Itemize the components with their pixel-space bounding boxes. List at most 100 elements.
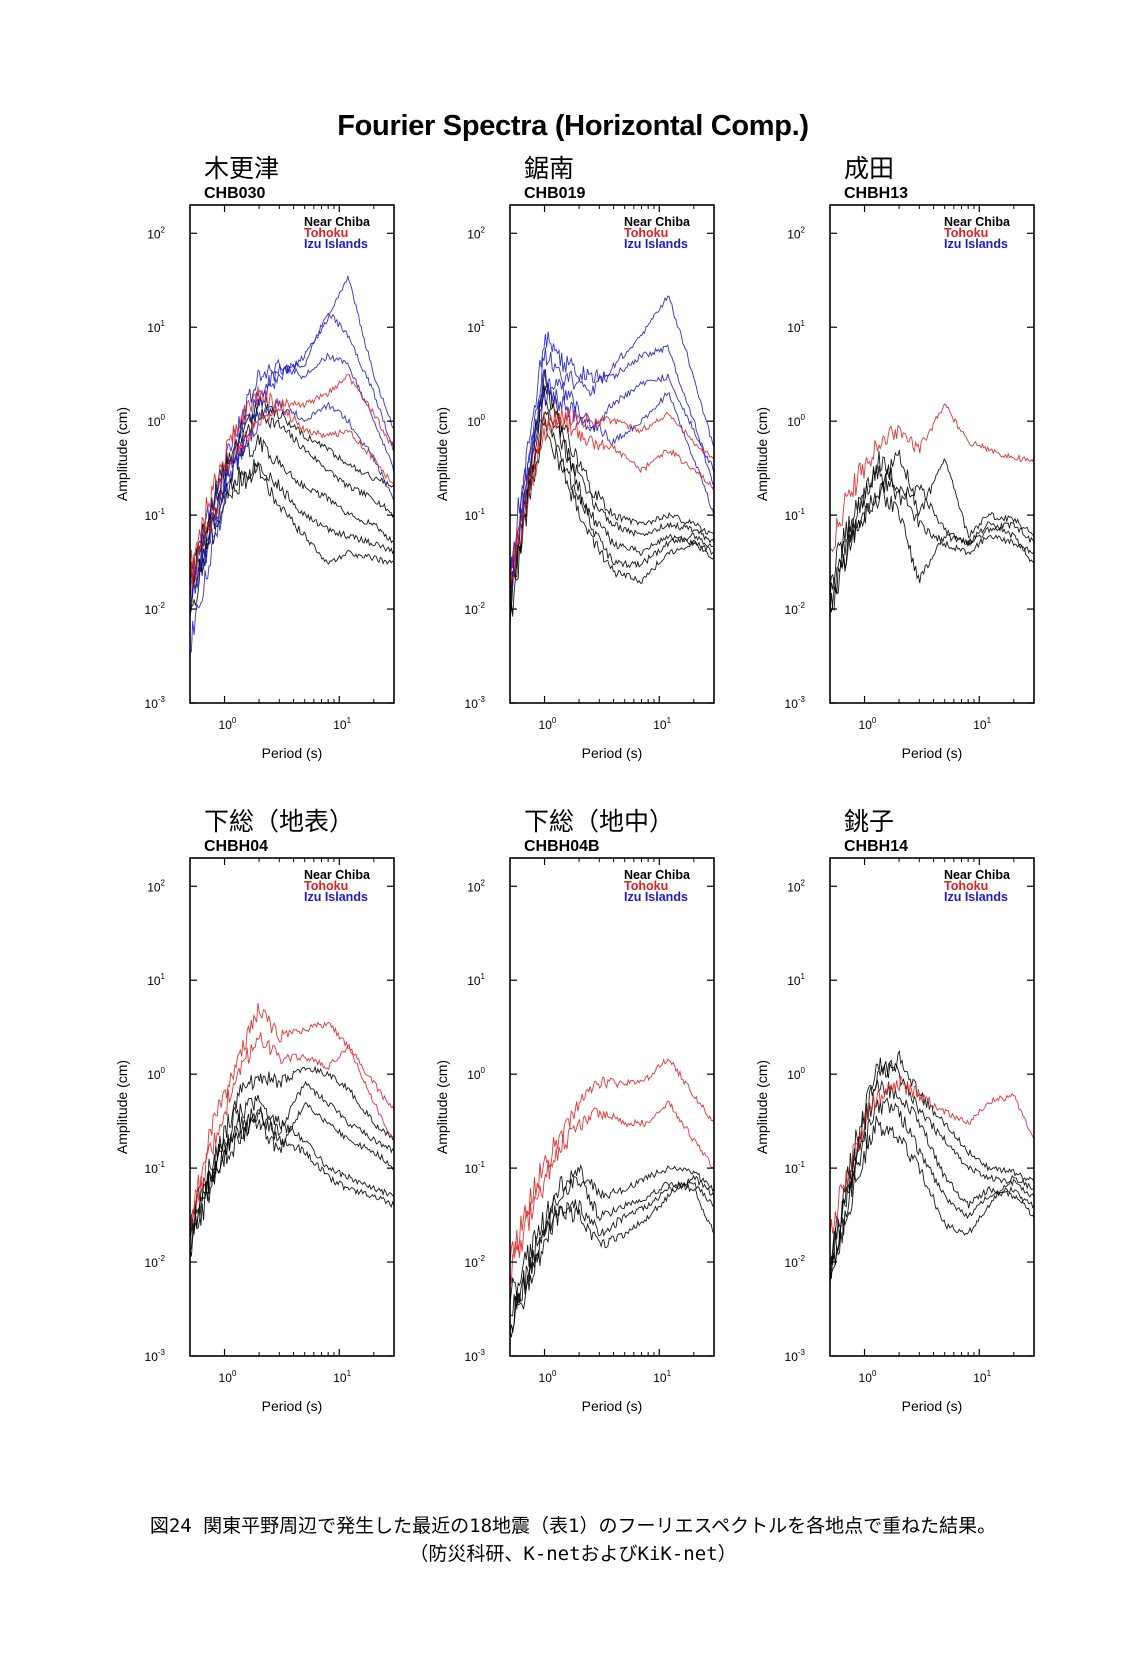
legend-entry-tohoku: Tohoku [624, 879, 668, 893]
plot-frame [189, 857, 395, 1357]
spectrum-chart-chb030: 10-3 10-2 10-1 100 101 102 100 101 Period (s) Amp… [114, 204, 395, 761]
caption-line-1: 図24 関東平野周辺で発生した最近の18地震（表1）のフーリエスペクトルを各地点… [149, 1515, 997, 1537]
x-axis-label: Period (s) [262, 745, 323, 761]
plot-frame [509, 857, 715, 1357]
y-tick-label: 101 [147, 972, 165, 988]
series-line-tohoku [190, 1032, 394, 1229]
x-tick-label: 101 [653, 716, 671, 732]
y-tick-label: 100 [787, 1066, 805, 1082]
site-name: 鋸南 [524, 154, 575, 183]
site-name: 下総（地表） [204, 807, 355, 836]
series-group [510, 295, 714, 626]
legend-entry-tohoku: Tohoku [304, 879, 348, 893]
y-tick-label: 10-3 [145, 695, 166, 711]
legend-entry-izu-islands: Izu Islands [944, 890, 1008, 904]
y-tick-label: 100 [467, 1066, 485, 1082]
series-line-izu-islands [510, 373, 714, 587]
station-code: CHBH04 [204, 838, 269, 855]
x-tick-label: 100 [219, 716, 237, 732]
series-line-near-chiba [510, 1181, 714, 1338]
legend-entry-izu-islands: Izu Islands [624, 237, 688, 251]
station-code: CHB030 [204, 185, 266, 202]
y-tick-label: 10-3 [145, 1348, 166, 1364]
site-name: 成田 [844, 154, 895, 183]
y-tick-label: 10-3 [785, 1348, 806, 1364]
series-line-near-chiba [510, 384, 714, 600]
legend-entry-tohoku: Tohoku [304, 226, 348, 240]
legend-entry-near-chiba: Near Chiba [624, 215, 691, 229]
spectrum-chart-chbh14: 10-3 10-2 10-1 100 101 102 100 101 Period (s) Amp… [754, 857, 1035, 1414]
y-tick-label: 101 [467, 972, 485, 988]
series-line-izu-islands [190, 312, 394, 617]
series-line-near-chiba [510, 384, 714, 617]
plot-frame [829, 204, 1035, 704]
series-line-near-chiba [190, 1080, 394, 1239]
series-group [510, 1058, 714, 1338]
plot-frame [189, 204, 395, 704]
figure-caption: 図24 関東平野周辺で発生した最近の18地震（表1）のフーリエスペクトルを各地点… [0, 1512, 1146, 1568]
legend-entry-izu-islands: Izu Islands [944, 237, 1008, 251]
y-tick-label: 100 [147, 1066, 165, 1082]
y-tick-label: 102 [787, 225, 805, 241]
legend-entry-tohoku: Tohoku [944, 226, 988, 240]
y-tick-label: 10-1 [785, 507, 806, 523]
site-name: 下総（地中） [524, 807, 675, 836]
y-tick-label: 102 [147, 878, 165, 894]
series-line-near-chiba [830, 1097, 1034, 1286]
y-tick-label: 10-3 [465, 695, 486, 711]
legend-entry-near-chiba: Near Chiba [624, 868, 691, 882]
site-name: 木更津 [204, 154, 280, 183]
legend-entry-izu-islands: Izu Islands [624, 890, 688, 904]
series-line-near-chiba [510, 1175, 714, 1333]
y-tick-label: 102 [147, 225, 165, 241]
station-code: CHBH13 [844, 185, 909, 202]
y-tick-label: 100 [787, 413, 805, 429]
y-tick-label: 10-2 [465, 1254, 486, 1270]
x-tick-label: 100 [219, 1369, 237, 1385]
legend-entry-near-chiba: Near Chiba [944, 215, 1011, 229]
series-line-izu-islands [510, 331, 714, 571]
legend-entry-tohoku: Tohoku [944, 879, 988, 893]
page-title: Fourier Spectra (Horizontal Comp.) [337, 110, 809, 142]
y-tick-label: 10-2 [785, 1254, 806, 1270]
series-line-izu-islands [510, 295, 714, 588]
spectrum-chart-chbh04: 10-3 10-2 10-1 100 101 102 100 101 Period (s) Amp… [114, 857, 395, 1414]
y-tick-label: 100 [147, 413, 165, 429]
y-axis-label: Amplitude (cm) [434, 407, 450, 501]
series-line-near-chiba [510, 1174, 714, 1317]
series-line-tohoku [510, 411, 714, 599]
y-tick-label: 10-3 [785, 695, 806, 711]
y-tick-label: 101 [467, 319, 485, 335]
y-axis-label: Amplitude (cm) [754, 1060, 770, 1154]
y-tick-label: 102 [787, 878, 805, 894]
series-line-near-chiba [190, 397, 394, 589]
series-line-near-chiba [830, 1115, 1034, 1279]
series-line-near-chiba [830, 451, 1034, 599]
plot-frame [509, 204, 715, 704]
y-tick-label: 10-2 [145, 601, 166, 617]
station-code: CHBH04B [524, 838, 600, 855]
y-tick-label: 102 [467, 878, 485, 894]
x-tick-label: 100 [859, 716, 877, 732]
spectrum-chart-chbh04b: 10-3 10-2 10-1 100 101 102 100 101 Period (s) Amp… [434, 857, 715, 1414]
x-tick-label: 101 [333, 1369, 351, 1385]
series-line-near-chiba [830, 482, 1034, 615]
x-tick-label: 100 [539, 1369, 557, 1385]
x-axis-label: Period (s) [902, 1398, 963, 1414]
series-line-near-chiba [830, 449, 1034, 613]
y-tick-label: 101 [787, 319, 805, 335]
y-tick-label: 101 [787, 972, 805, 988]
series-line-tohoku [510, 1058, 714, 1266]
series-line-near-chiba [830, 1079, 1034, 1279]
y-tick-label: 10-3 [465, 1348, 486, 1364]
y-tick-label: 10-2 [145, 1254, 166, 1270]
x-tick-label: 101 [333, 716, 351, 732]
x-axis-label: Period (s) [582, 1398, 643, 1414]
series-line-izu-islands [190, 275, 394, 655]
series-line-tohoku [510, 1100, 714, 1284]
series-line-near-chiba [510, 1163, 714, 1303]
series-line-near-chiba [190, 1102, 394, 1230]
x-axis-label: Period (s) [582, 745, 643, 761]
y-tick-label: 102 [467, 225, 485, 241]
series-line-tohoku [510, 407, 714, 588]
